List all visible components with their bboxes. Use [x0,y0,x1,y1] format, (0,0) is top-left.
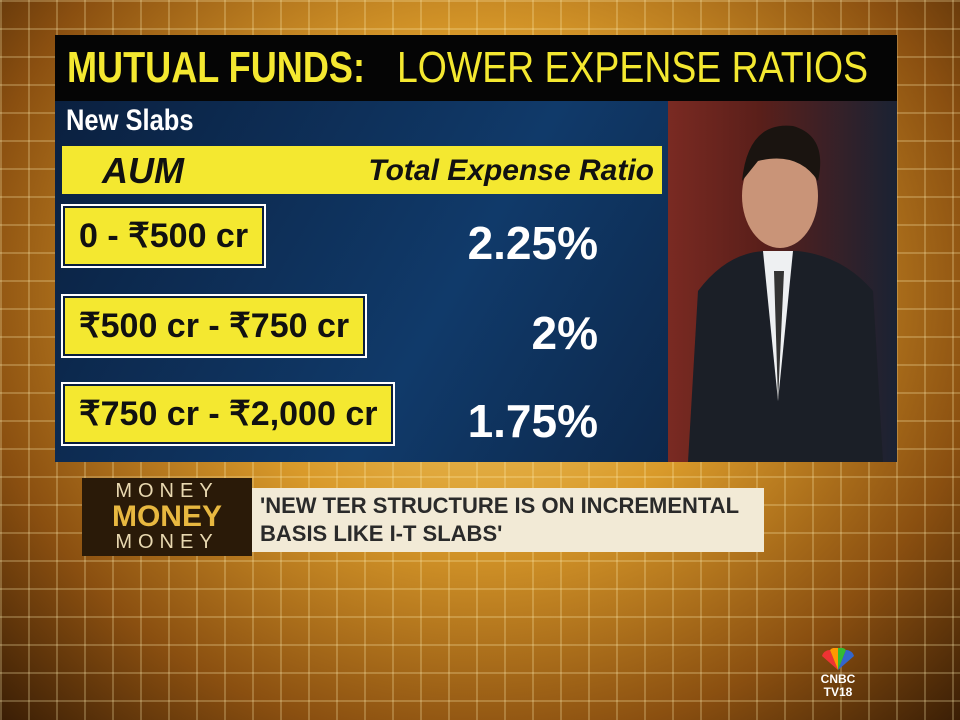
aum-cell: 0 - ₹500 cr [60,204,267,268]
channel-logo: CNBC TV18 [806,647,870,699]
ticker-line: 'NEW TER STRUCTURE IS ON INCREMENTAL [260,493,740,518]
show-line: MONEY [115,480,219,502]
show-line: MONEY [111,500,222,533]
column-header: AUM [102,150,184,191]
subtitle: New Slabs [66,104,194,137]
peacock-icon [822,647,854,670]
logo-line: CNBC [820,672,856,686]
show-logo: MONEY MONEY MONEY [82,478,252,556]
title-light: LOWER EXPENSE RATIOS [397,43,869,92]
title-bar: MUTUAL FUNDS: LOWER EXPENSE RATIOS [55,35,897,101]
logo-line: TV18 [823,685,853,699]
aum-cell: ₹750 cr - ₹2,000 cr [60,382,396,446]
column-header: Total Expense Ratio [368,154,654,187]
presenter-video [668,101,897,462]
show-line: MONEY [115,531,219,553]
presenter-silhouette [688,125,883,462]
ratio-cell: 2% [531,307,598,359]
title-bold: MUTUAL FUNDS: [67,43,365,92]
ticker: 'NEW TER STRUCTURE IS ON INCREMENTAL BAS… [252,488,764,552]
aum-cell: ₹500 cr - ₹750 cr [60,294,368,358]
ticker-line: BASIS LIKE I-T SLABS' [260,521,503,546]
table-header: AUM Total Expense Ratio [62,146,662,194]
ratio-cell: 2.25% [467,217,598,269]
ratio-cell: 1.75% [467,395,598,447]
